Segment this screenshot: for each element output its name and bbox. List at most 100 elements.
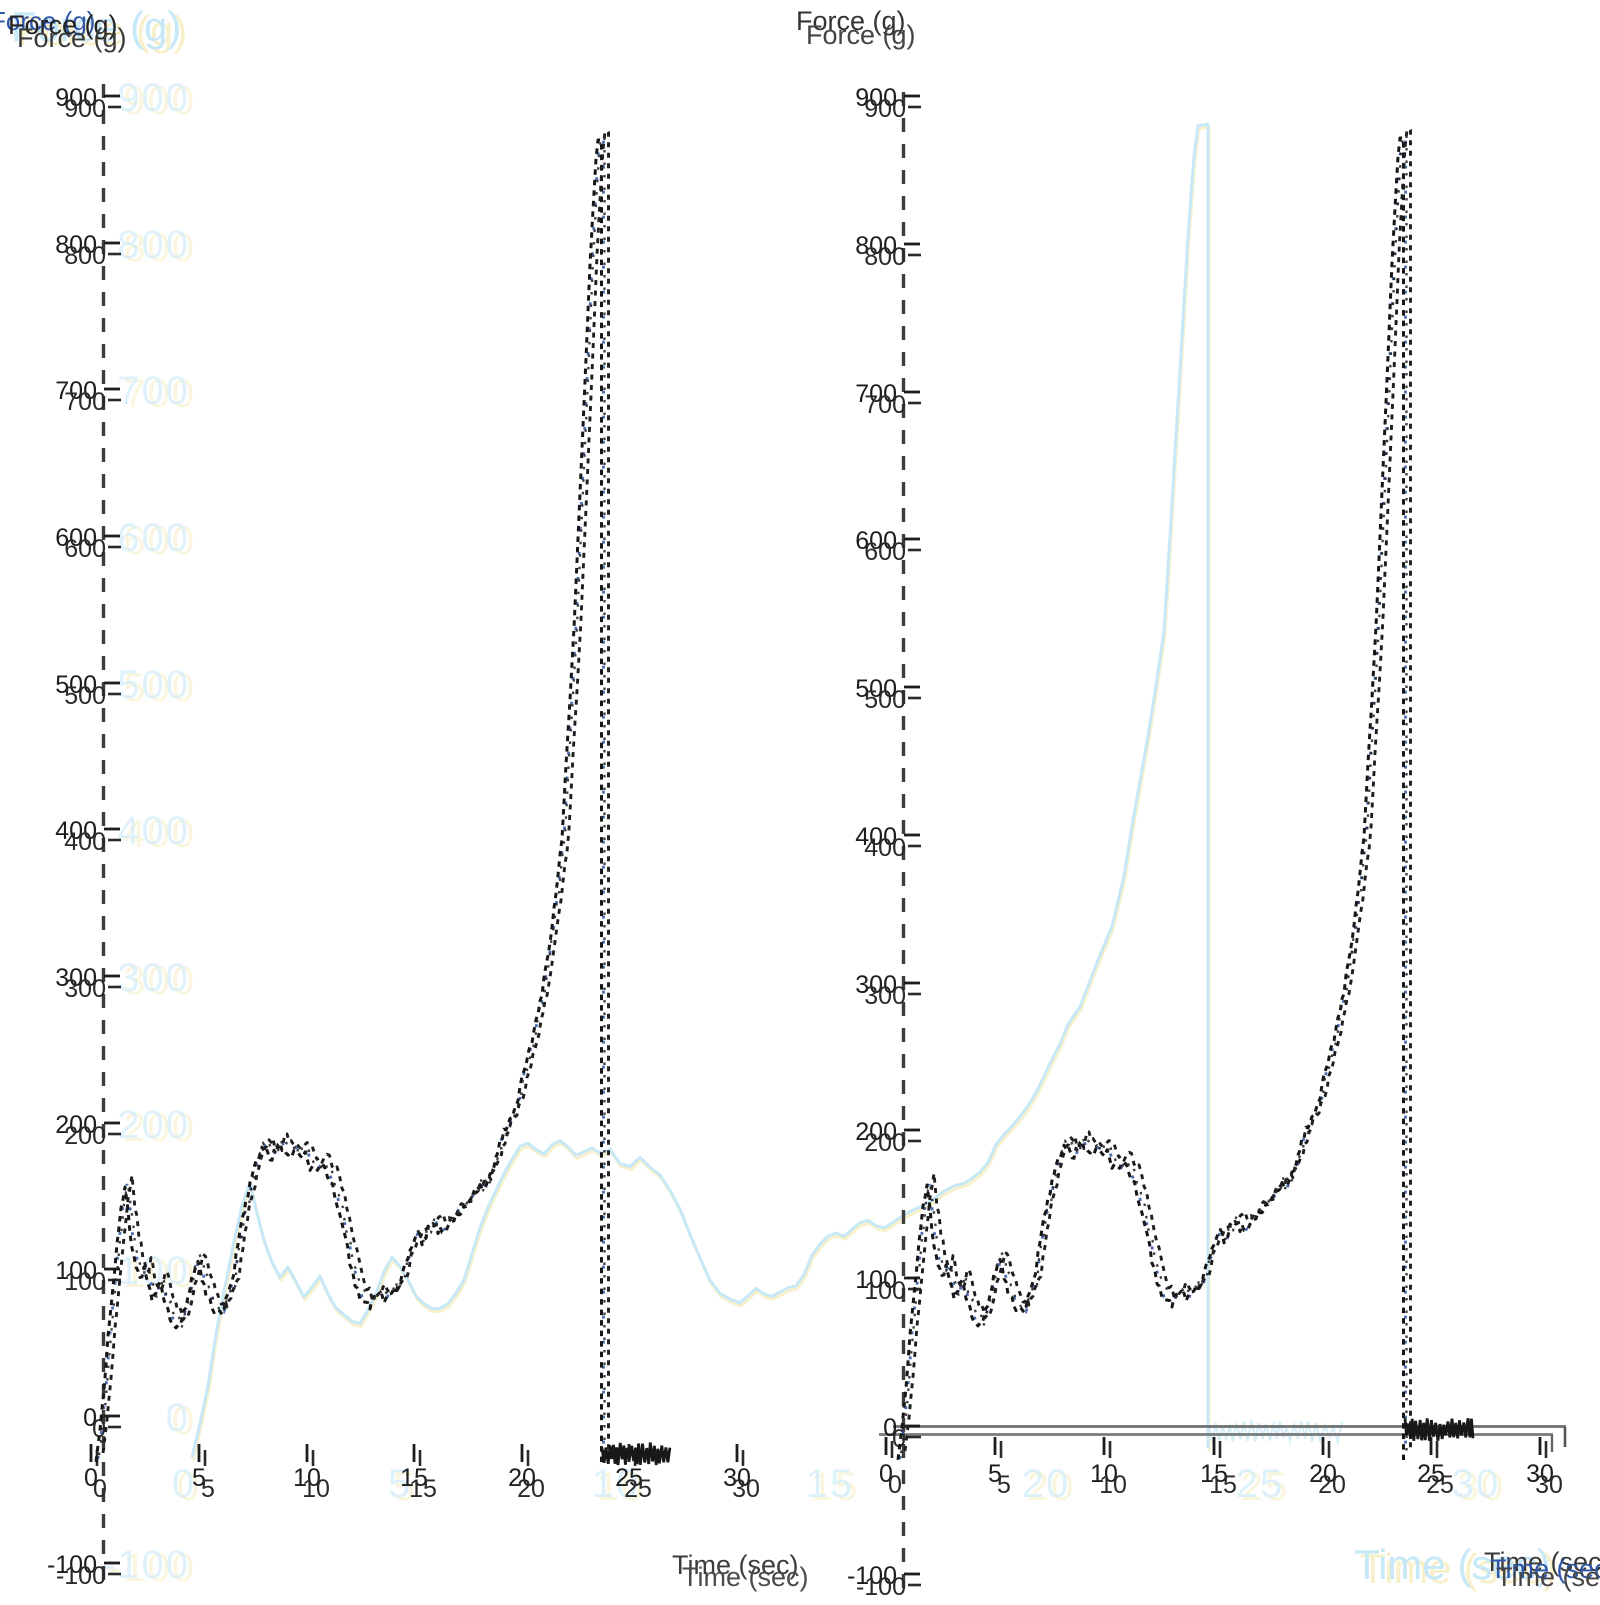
svg-text:30: 30 <box>723 1464 751 1492</box>
svg-text:0: 0 <box>166 1396 190 1440</box>
svg-text:900: 900 <box>855 84 897 112</box>
svg-text:30: 30 <box>1526 1460 1554 1488</box>
svg-text:Time (sec): Time (sec) <box>1496 1562 1600 1592</box>
svg-text:500: 500 <box>123 666 196 710</box>
svg-text:Time (sec): Time (sec) <box>1484 1547 1600 1577</box>
svg-text:Time (sec): Time (sec) <box>1490 1554 1600 1584</box>
svg-text:0: 0 <box>93 1475 107 1503</box>
svg-text:900: 900 <box>55 84 97 112</box>
svg-text:400: 400 <box>64 828 106 856</box>
svg-text:200: 200 <box>55 1111 97 1139</box>
svg-text:25: 25 <box>1426 1471 1454 1499</box>
svg-text:-100: -100 <box>56 1562 106 1590</box>
svg-text:5: 5 <box>192 1464 206 1492</box>
svg-text:200: 200 <box>123 1106 196 1150</box>
svg-text:-100: -100 <box>847 1562 897 1590</box>
svg-text:600: 600 <box>855 527 897 555</box>
svg-text:500: 500 <box>64 682 106 710</box>
svg-text:800: 800 <box>55 231 97 259</box>
svg-text:Time (sec): Time (sec) <box>682 1562 809 1592</box>
svg-text:900: 900 <box>64 95 106 123</box>
svg-text:10: 10 <box>302 1475 330 1503</box>
svg-text:10: 10 <box>1099 1471 1127 1499</box>
svg-text:25: 25 <box>1417 1460 1445 1488</box>
svg-text:500: 500 <box>55 671 97 699</box>
svg-text:700: 700 <box>864 391 906 419</box>
svg-text:0: 0 <box>177 1465 201 1509</box>
svg-text:200: 200 <box>855 1118 897 1146</box>
svg-text:200: 200 <box>117 1103 190 1147</box>
svg-text:300: 300 <box>55 964 97 992</box>
svg-text:Force (g): Force (g) <box>796 6 906 36</box>
svg-text:5: 5 <box>988 1460 1002 1488</box>
svg-text:-100: -100 <box>856 1573 906 1600</box>
svg-text:900: 900 <box>123 79 196 123</box>
svg-text:20: 20 <box>1309 1460 1337 1488</box>
svg-text:300: 300 <box>123 959 196 1003</box>
svg-text:15: 15 <box>811 1465 860 1509</box>
svg-text:400: 400 <box>117 809 190 853</box>
svg-text:400: 400 <box>55 817 97 845</box>
svg-text:Time (sec): Time (sec) <box>1360 1545 1557 1592</box>
svg-text:Time (sec): Time (sec) <box>672 1550 799 1580</box>
svg-text:0: 0 <box>879 1460 893 1488</box>
svg-text:-100: -100 <box>47 1551 97 1579</box>
svg-text:900: 900 <box>117 76 190 120</box>
svg-text:30: 30 <box>1535 1471 1563 1499</box>
svg-text:Force (g): Force (g) <box>806 20 916 50</box>
svg-text:25: 25 <box>615 1464 643 1492</box>
svg-text:800: 800 <box>64 242 106 270</box>
svg-text:Force (g): Force (g) <box>8 10 118 40</box>
svg-text:400: 400 <box>864 834 906 862</box>
svg-text:300: 300 <box>864 982 906 1010</box>
svg-text:600: 600 <box>64 535 106 563</box>
svg-text:100: 100 <box>855 1266 897 1294</box>
svg-text:30: 30 <box>732 1475 760 1503</box>
svg-text:0: 0 <box>888 1471 902 1499</box>
svg-text:20: 20 <box>1022 1462 1071 1506</box>
svg-text:0: 0 <box>172 1462 196 1506</box>
svg-text:15: 15 <box>409 1475 437 1503</box>
svg-text:5: 5 <box>393 1465 417 1509</box>
svg-text:20: 20 <box>508 1464 536 1492</box>
svg-text:300: 300 <box>64 975 106 1003</box>
svg-text:15: 15 <box>806 1462 855 1506</box>
svg-text:800: 800 <box>855 232 897 260</box>
svg-text:800: 800 <box>123 226 196 270</box>
svg-text:500: 500 <box>117 663 190 707</box>
svg-text:-100: -100 <box>102 1543 190 1587</box>
svg-text:700: 700 <box>117 369 190 413</box>
svg-text:-100: -100 <box>108 1546 196 1590</box>
svg-text:30: 30 <box>1452 1462 1501 1506</box>
svg-text:100: 100 <box>117 1249 190 1293</box>
svg-text:200: 200 <box>64 1122 106 1150</box>
svg-text:400: 400 <box>855 823 897 851</box>
svg-text:5: 5 <box>388 1462 412 1506</box>
svg-text:Force (g): Force (g) <box>17 7 187 54</box>
svg-text:600: 600 <box>117 516 190 560</box>
svg-text:25: 25 <box>624 1475 652 1503</box>
svg-text:600: 600 <box>123 519 196 563</box>
svg-text:200: 200 <box>864 1129 906 1157</box>
svg-text:5: 5 <box>201 1475 215 1503</box>
svg-text:900: 900 <box>864 95 906 123</box>
svg-text:10: 10 <box>592 1462 641 1506</box>
svg-text:Force (g): Force (g) <box>11 3 181 50</box>
svg-text:25: 25 <box>1236 1462 1285 1506</box>
svg-text:15: 15 <box>1209 1471 1237 1499</box>
svg-text:30: 30 <box>1457 1465 1506 1509</box>
svg-text:600: 600 <box>864 538 906 566</box>
svg-text:500: 500 <box>864 686 906 714</box>
svg-text:20: 20 <box>517 1475 545 1503</box>
svg-text:800: 800 <box>864 243 906 271</box>
svg-text:500: 500 <box>855 675 897 703</box>
svg-text:20: 20 <box>1318 1471 1346 1499</box>
svg-text:600: 600 <box>55 524 97 552</box>
svg-text:300: 300 <box>117 956 190 1000</box>
svg-text:0: 0 <box>84 1464 98 1492</box>
svg-text:700: 700 <box>64 388 106 416</box>
svg-text:15: 15 <box>400 1464 428 1492</box>
svg-text:Force (g): Force (g) <box>17 23 127 53</box>
svg-text:10: 10 <box>597 1465 646 1509</box>
svg-text:800: 800 <box>117 223 190 267</box>
